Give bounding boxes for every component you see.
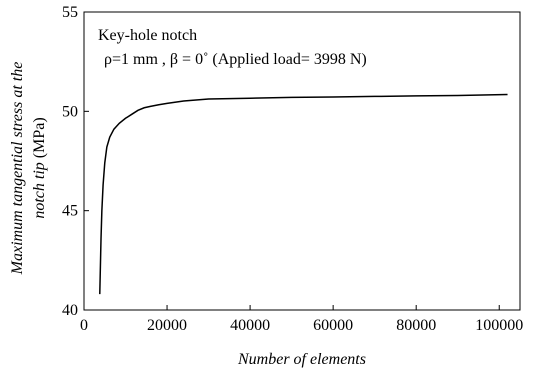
y-tick-label: 50	[62, 103, 78, 120]
annotation-params: ρ=1 mm , β = 0˚ (Applied load= 3998 N)	[104, 51, 367, 68]
x-tick-label: 80000	[396, 317, 436, 334]
plot-frame	[83, 11, 521, 311]
x-tick-label: 0	[80, 317, 88, 334]
y-axis-label-notch-tip: notch tip	[31, 162, 48, 218]
y-axis-label-line2: notch tip (MPa)	[31, 117, 48, 218]
y-tick-label: 40	[62, 302, 78, 319]
y-tick-label: 55	[62, 4, 78, 21]
x-axis-label: Number of elements	[237, 351, 366, 368]
x-tick-label: 100000	[475, 317, 523, 334]
x-axis-ticks: 0 20000 40000 60000 80000 100000	[80, 305, 523, 334]
y-axis-ticks: 40 45 50 55	[62, 4, 89, 319]
y-tick-label: 45	[62, 203, 78, 220]
annotation-title: Key-hole notch	[98, 27, 197, 44]
x-tick-label: 40000	[230, 317, 270, 334]
x-tick-label: 20000	[147, 317, 187, 334]
y-axis-label-unit: (MPa)	[31, 117, 48, 162]
x-tick-label: 60000	[313, 317, 353, 334]
stress-curve	[99, 93, 508, 295]
y-axis-label-line1: Maximum tangential stress at the	[9, 62, 26, 276]
plot-area	[83, 11, 521, 311]
